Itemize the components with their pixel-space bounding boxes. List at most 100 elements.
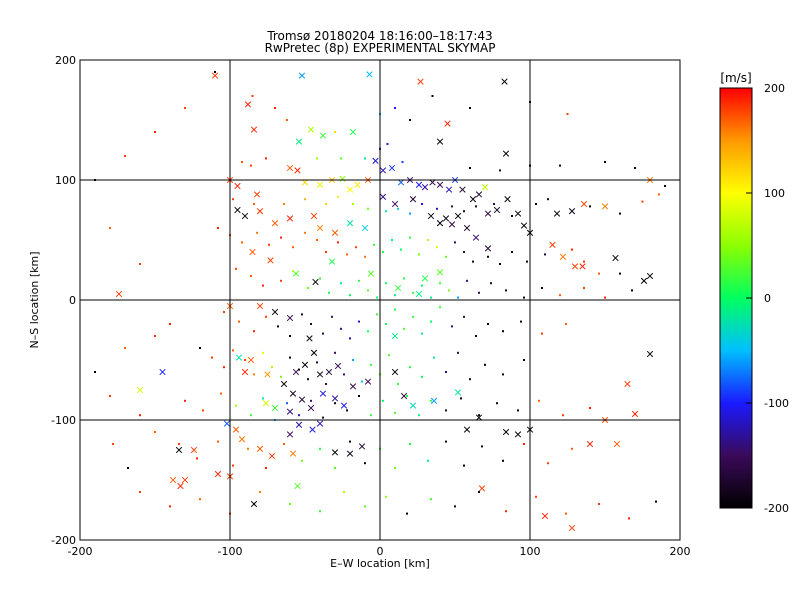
data-point-dot	[541, 287, 543, 289]
data-point-x	[298, 72, 306, 79]
data-point-x	[159, 368, 166, 376]
data-point-x	[400, 392, 408, 400]
data-point-dot	[394, 467, 396, 469]
data-point-x	[459, 186, 466, 193]
data-point-dot	[664, 185, 666, 187]
data-point-dot	[445, 440, 447, 443]
data-point-x	[253, 191, 261, 198]
data-point-dot	[241, 161, 243, 163]
data-point-x	[429, 179, 436, 186]
data-point-dot	[457, 296, 459, 299]
data-point-dot	[400, 248, 402, 251]
data-point-dot	[583, 287, 585, 289]
data-point-dot	[325, 383, 327, 385]
data-point-dot	[256, 231, 258, 234]
data-point-dot	[124, 347, 126, 349]
x-tick-label: -200	[68, 545, 93, 558]
data-point-x	[286, 431, 294, 438]
data-point-dot	[139, 263, 141, 265]
data-point-dot	[445, 371, 447, 373]
data-point-dot	[466, 279, 468, 282]
data-point-dot	[478, 414, 480, 417]
data-point-dot	[358, 279, 360, 282]
data-point-x	[478, 485, 486, 492]
data-point-dot	[499, 169, 501, 172]
colorbar-tick-label: -100	[764, 397, 789, 410]
axes: -200 -100 0 100 200 -200 -100 0 100 200	[51, 54, 690, 558]
data-point-dot	[343, 373, 345, 376]
data-point-x	[256, 302, 264, 310]
data-point-dot	[370, 363, 372, 366]
data-point-x	[493, 206, 501, 214]
data-point-x	[484, 210, 492, 217]
data-point-dot	[184, 107, 186, 109]
data-point-dot	[251, 95, 254, 97]
data-point-x	[646, 350, 654, 358]
data-point-x	[427, 212, 435, 220]
data-point-dot	[349, 440, 351, 443]
data-point-dot	[382, 251, 384, 253]
data-point-dot	[265, 467, 267, 469]
data-point-dot	[394, 294, 396, 297]
colorbar-tick-label: 0	[764, 292, 771, 305]
data-point-x	[175, 446, 183, 454]
data-point-dot	[421, 203, 423, 205]
data-point-dot	[517, 409, 519, 412]
data-point-x	[256, 208, 264, 215]
data-point-x	[306, 335, 313, 342]
data-point-dot	[253, 330, 255, 333]
data-point-dot	[109, 395, 111, 397]
data-point-dot	[403, 327, 405, 330]
data-point-x	[442, 215, 450, 222]
colorbar-tick-label: 200	[764, 82, 785, 95]
data-point-dot	[658, 193, 660, 196]
data-point-x	[268, 452, 276, 460]
data-point-x	[430, 397, 438, 404]
x-tick-label: 0	[377, 545, 384, 558]
data-point-x	[379, 167, 387, 174]
data-point-dot	[298, 414, 300, 417]
data-point-x	[340, 402, 348, 409]
data-point-x	[640, 277, 648, 284]
data-point-dot	[292, 246, 294, 249]
data-point-x	[190, 446, 198, 454]
data-point-dot	[277, 325, 279, 328]
data-point-x	[346, 186, 354, 193]
data-point-dot	[367, 289, 369, 292]
data-point-dot	[346, 253, 348, 256]
grid-lines	[80, 60, 680, 540]
data-point-dot	[463, 210, 465, 213]
data-point-dot	[583, 260, 585, 263]
data-point-x	[613, 440, 621, 448]
data-point-x	[415, 181, 423, 188]
data-point-x	[579, 263, 586, 270]
data-point-dot	[439, 306, 441, 309]
data-point-dot	[487, 323, 489, 325]
data-point-x	[286, 164, 294, 172]
data-point-dot	[352, 359, 354, 361]
data-point-dot	[262, 284, 264, 287]
data-point-dot	[454, 505, 456, 508]
data-point-dot	[526, 260, 528, 263]
data-point-dot	[502, 373, 504, 376]
data-point-dot	[535, 495, 537, 498]
data-point-x	[421, 184, 429, 191]
data-point-dot	[307, 287, 309, 289]
data-point-dot	[382, 399, 384, 402]
data-point-x	[646, 272, 654, 280]
data-point-dot	[421, 375, 423, 378]
data-point-dot	[409, 212, 411, 215]
data-point-dot	[520, 320, 522, 323]
data-point-dot	[385, 282, 387, 285]
data-point-dot	[322, 332, 324, 335]
data-point-dot	[418, 253, 420, 256]
data-point-dot	[334, 131, 336, 133]
data-point-x	[436, 138, 444, 145]
data-point-x	[463, 426, 471, 433]
data-point-dot	[250, 275, 252, 277]
data-point-x	[379, 193, 387, 200]
data-point-x	[631, 410, 639, 418]
data-point-x	[436, 269, 444, 276]
data-point-x	[502, 428, 510, 436]
data-point-dot	[445, 409, 447, 412]
